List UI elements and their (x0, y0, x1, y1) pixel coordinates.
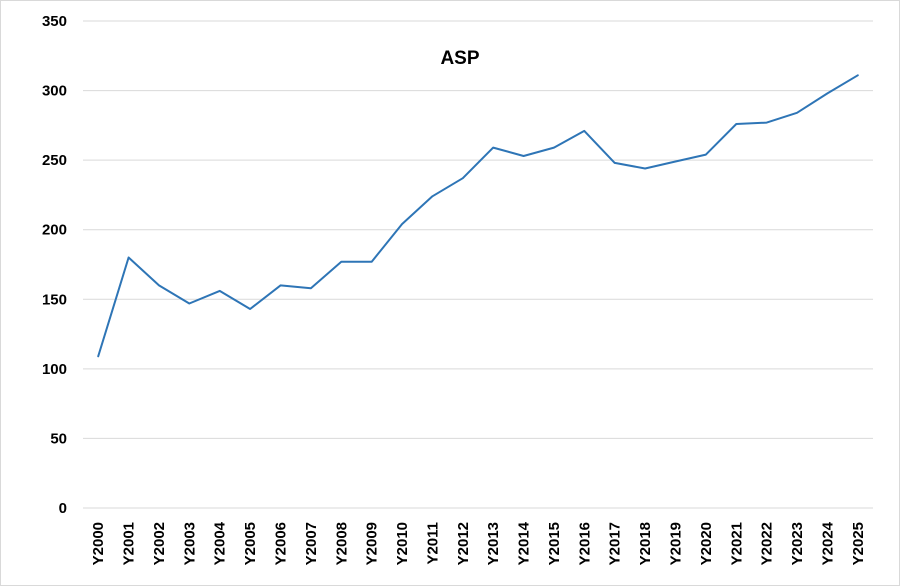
x-tick-label: Y2005 (242, 522, 259, 565)
y-tick-label: 0 (59, 500, 67, 517)
y-tick-label: 200 (42, 222, 67, 239)
x-tick-label: Y2004 (212, 521, 229, 565)
y-tick-label: 50 (50, 430, 67, 447)
x-tick-label: Y2013 (485, 522, 502, 565)
x-tick-label: Y2011 (424, 522, 441, 565)
x-tick-label: Y2023 (789, 522, 806, 565)
x-tick-label: Y2014 (516, 521, 533, 565)
x-tick-label: Y2012 (455, 522, 472, 565)
x-tick-label: Y2016 (576, 522, 593, 565)
x-tick-label: Y2001 (121, 522, 138, 565)
x-tick-label: Y2024 (819, 521, 836, 565)
x-tick-label: Y2010 (394, 522, 411, 565)
y-axis-ticks: 0 50 100 150 200 250 300 350 (42, 13, 67, 517)
x-tick-label: Y2007 (303, 522, 320, 565)
gridlines (83, 20, 873, 509)
x-tick-label: Y2018 (637, 522, 654, 565)
x-tick-label: Y2022 (759, 522, 776, 565)
x-axis-ticks: Y2000 Y2001 Y2002 Y2003 Y2004 Y2005 Y2006 Y2007… (90, 521, 867, 565)
y-tick-label: 350 (42, 13, 67, 30)
x-tick-label: Y2025 (850, 522, 867, 565)
series-line (97, 74, 859, 358)
y-tick-label: 250 (42, 152, 67, 169)
x-tick-label: Y2015 (546, 522, 563, 565)
y-tick-label: 300 (42, 83, 67, 100)
x-tick-label: Y2021 (728, 522, 745, 565)
series-layer (97, 74, 859, 358)
x-tick-label: Y2008 (333, 522, 350, 565)
x-tick-label: Y2000 (90, 522, 107, 565)
x-tick-label: Y2020 (698, 522, 715, 565)
x-tick-label: Y2017 (607, 522, 624, 565)
x-tick-label: Y2019 (668, 522, 685, 565)
x-tick-label: Y2003 (181, 522, 198, 565)
x-tick-label: Y2002 (151, 522, 168, 565)
y-tick-label: 150 (42, 291, 67, 308)
y-tick-label: 100 (42, 361, 67, 378)
chart-title: ASP (440, 48, 479, 69)
x-tick-label: Y2006 (273, 522, 290, 565)
x-tick-label: Y2009 (364, 522, 381, 565)
